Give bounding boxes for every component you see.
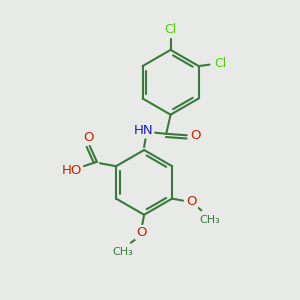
Text: O: O xyxy=(136,226,146,239)
Text: CH₃: CH₃ xyxy=(112,247,133,257)
Text: HO: HO xyxy=(62,164,82,176)
Text: O: O xyxy=(187,195,197,208)
Text: CH₃: CH₃ xyxy=(200,215,220,225)
Text: HN: HN xyxy=(134,124,153,137)
Text: Cl: Cl xyxy=(164,23,177,36)
Text: O: O xyxy=(83,131,93,144)
Text: Cl: Cl xyxy=(214,57,227,70)
Text: O: O xyxy=(190,129,200,142)
